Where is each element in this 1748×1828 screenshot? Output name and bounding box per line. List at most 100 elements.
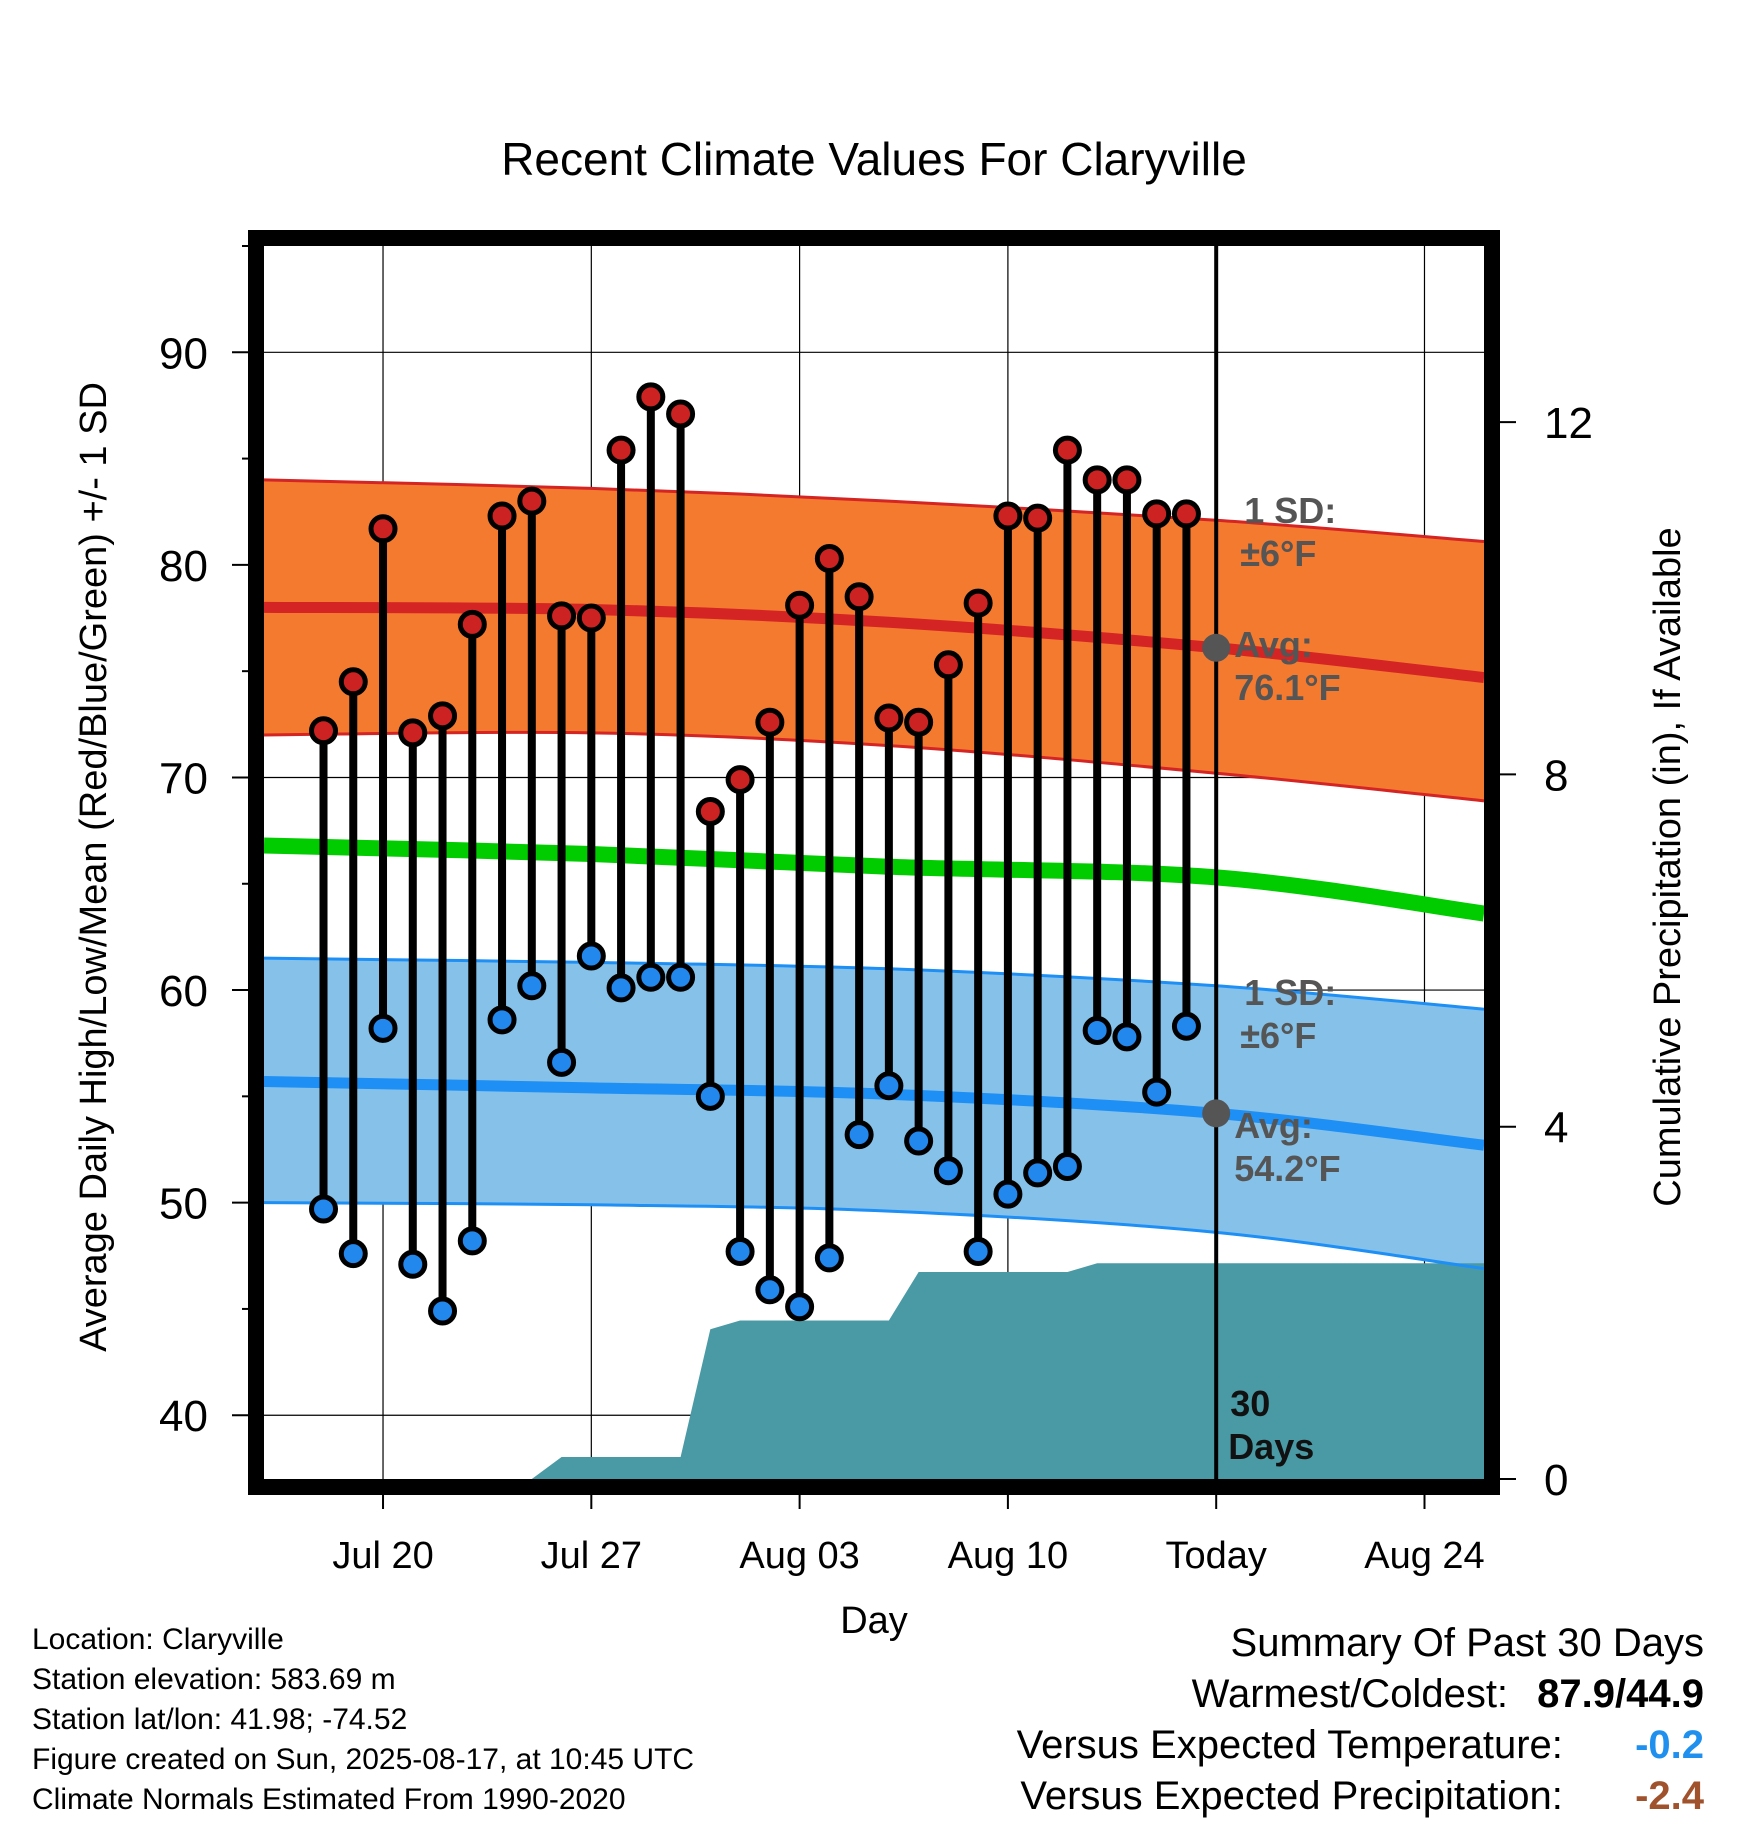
- y-tick-label: 50: [159, 1180, 208, 1229]
- high-point: [725, 765, 755, 795]
- high-point: [874, 703, 904, 733]
- high-point: [368, 514, 398, 544]
- low-sd-value: ±6°F: [1240, 1015, 1316, 1056]
- latlon-text: Station lat/lon: 41.98; -74.52: [32, 1703, 408, 1736]
- x-tick-label: Aug 10: [948, 1535, 1068, 1577]
- high-point: [309, 716, 339, 746]
- high-point: [666, 399, 696, 429]
- low-point: [636, 962, 666, 992]
- high-point: [755, 707, 785, 737]
- precipitation-area: [264, 1263, 1484, 1479]
- y-axis-label: Average Daily High/Low/Mean (Red/Blue/Gr…: [73, 382, 115, 1352]
- y-tick-label: 60: [159, 967, 208, 1016]
- created-text: Figure created on Sun, 2025-08-17, at 10…: [32, 1743, 695, 1776]
- low-point: [428, 1296, 458, 1326]
- high-point: [695, 796, 725, 826]
- high-point: [1082, 465, 1112, 495]
- low-point: [1171, 1011, 1201, 1041]
- high-point: [904, 707, 934, 737]
- chart-title: Recent Climate Values For Claryville: [501, 133, 1247, 185]
- high-point: [457, 609, 487, 639]
- warm-cold-label: Warmest/Coldest:: [1191, 1672, 1509, 1716]
- station-info: Location: Claryville Station elevation: …: [32, 1620, 694, 1820]
- high-point: [487, 501, 517, 531]
- window-label-days: Days: [1228, 1426, 1314, 1467]
- y2-tick-label: 0: [1544, 1456, 1568, 1505]
- normals-text: Climate Normals Estimated From 1990-2020: [32, 1783, 626, 1816]
- high-sd-label: 1 SD:: [1244, 490, 1336, 531]
- daily-points: [309, 382, 1201, 1326]
- low-point: [844, 1120, 874, 1150]
- low-point: [487, 1005, 517, 1035]
- high-avg-label: Avg:: [1234, 624, 1313, 665]
- high-point: [785, 590, 815, 620]
- x-tick-label: Jul 27: [541, 1535, 642, 1577]
- high-point: [933, 650, 963, 680]
- low-point: [814, 1243, 844, 1273]
- high-point: [547, 601, 577, 631]
- summary-title: Summary Of Past 30 Days: [1230, 1621, 1704, 1665]
- y-tick-label: 80: [159, 542, 208, 591]
- high-point: [576, 603, 606, 633]
- low-sd-label: 1 SD:: [1244, 972, 1336, 1013]
- x-tick-label: Aug 03: [739, 1535, 859, 1577]
- y-tick-label: 90: [159, 329, 208, 378]
- high-sd-band: [264, 479, 1484, 801]
- low-point: [606, 973, 636, 1003]
- location-text: Location: Claryville: [32, 1623, 284, 1656]
- temp-value: -0.2: [1635, 1723, 1704, 1767]
- temp-label: Versus Expected Temperature:: [1016, 1723, 1563, 1767]
- y2-tick-label: 12: [1544, 399, 1593, 448]
- high-upper-line: [263, 478, 1485, 543]
- low-point: [725, 1237, 755, 1267]
- high-average-line: [263, 601, 1485, 684]
- high-point: [1112, 465, 1142, 495]
- low-point: [1142, 1077, 1172, 1107]
- high-point: [606, 435, 636, 465]
- today-high-avg-dot: [1202, 633, 1231, 662]
- x-tick-label: Jul 20: [332, 1535, 433, 1577]
- low-point: [457, 1226, 487, 1256]
- mean-line: [263, 837, 1486, 922]
- high-point: [1142, 499, 1172, 529]
- axes: 40 50 60 70 80 90 0 4 8 12 Jul 20 Jul 27 Aug 03 Aug 1…: [159, 245, 1593, 1577]
- low-point: [547, 1047, 577, 1077]
- y2-axis-label: Cumulative Precipitation (in), If Availa…: [1647, 527, 1689, 1206]
- low-point: [695, 1081, 725, 1111]
- high-point: [1171, 499, 1201, 529]
- summary-temp: Versus Expected Temperature: -0.2: [1017, 1720, 1704, 1771]
- high-point: [963, 588, 993, 618]
- low-avg-value: 54.2°F: [1234, 1148, 1340, 1189]
- low-point: [576, 941, 606, 971]
- low-point: [338, 1239, 368, 1269]
- low-point: [1082, 1015, 1112, 1045]
- low-point: [1052, 1151, 1082, 1181]
- y2-tick-label: 4: [1544, 1104, 1568, 1153]
- x-tick-label: Today: [1165, 1535, 1266, 1577]
- low-point: [785, 1292, 815, 1322]
- high-avg-value: 76.1°F: [1234, 667, 1340, 708]
- low-point: [874, 1071, 904, 1101]
- high-point: [398, 718, 428, 748]
- warm-cold-value: 87.9/44.9: [1537, 1672, 1704, 1716]
- low-point: [666, 962, 696, 992]
- elevation-text: Station elevation: 583.69 m: [32, 1663, 396, 1696]
- plot-frame: [248, 230, 1500, 1495]
- x-axis-label: Day: [840, 1600, 908, 1642]
- high-point: [814, 544, 844, 574]
- high-point: [636, 382, 666, 412]
- low-point: [1023, 1158, 1053, 1188]
- high-point: [844, 582, 874, 612]
- summary-precip: Versus Expected Precipitation: -2.4: [1017, 1771, 1704, 1822]
- low-point: [904, 1126, 934, 1156]
- low-point: [755, 1275, 785, 1305]
- summary-panel: Summary Of Past 30 Days Warmest/Coldest:…: [1017, 1618, 1704, 1822]
- high-point: [1052, 435, 1082, 465]
- low-point: [517, 971, 547, 1001]
- precip-value: -2.4: [1635, 1774, 1704, 1818]
- low-point: [398, 1249, 428, 1279]
- low-point: [993, 1179, 1023, 1209]
- precipitation-area-fill: [264, 1263, 1484, 1479]
- window-label-30: 30: [1230, 1383, 1270, 1424]
